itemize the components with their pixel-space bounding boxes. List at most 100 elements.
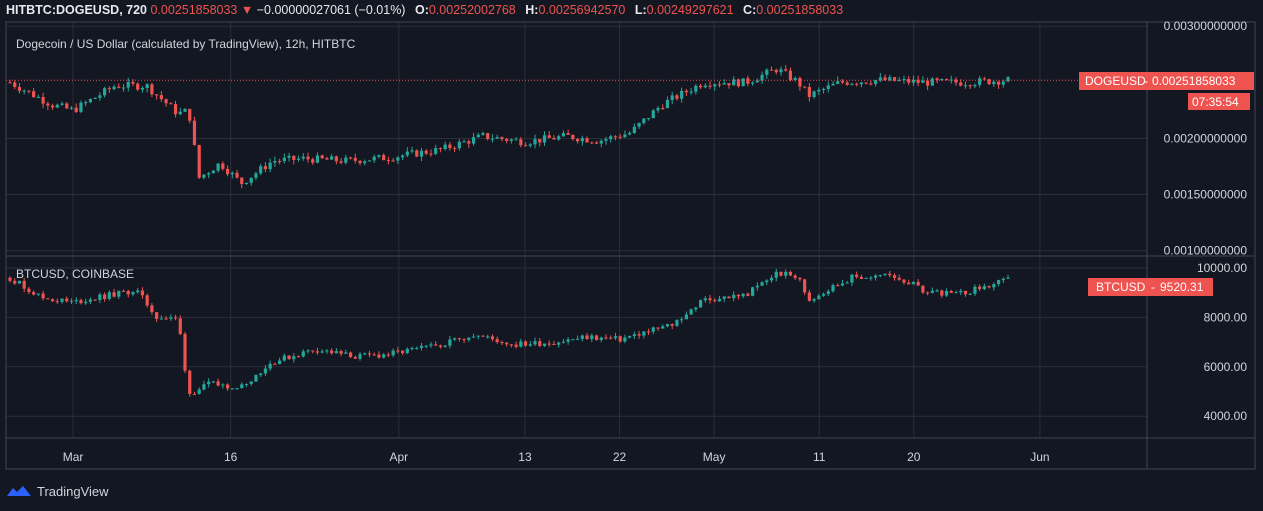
candle-body bbox=[244, 383, 249, 385]
candle-body bbox=[1001, 81, 1005, 85]
candle-body bbox=[259, 373, 263, 375]
candle-body bbox=[698, 300, 703, 308]
candle-body bbox=[755, 285, 759, 288]
candle-body bbox=[8, 82, 12, 84]
open-value: 0.00252002768 bbox=[428, 3, 516, 17]
candle-body bbox=[547, 135, 551, 139]
candle-body bbox=[689, 309, 693, 315]
candle-body bbox=[935, 290, 939, 292]
candle-body bbox=[670, 324, 674, 326]
candle-body bbox=[576, 139, 580, 142]
candle-body bbox=[519, 139, 523, 146]
candle-body bbox=[949, 291, 953, 293]
candle-body bbox=[798, 78, 802, 87]
candle-body bbox=[642, 331, 646, 336]
candle-body bbox=[585, 335, 589, 340]
candle-body bbox=[628, 336, 632, 338]
candle-body bbox=[353, 357, 357, 359]
tradingview-brand[interactable]: TradingView bbox=[6, 480, 109, 502]
candle-body bbox=[396, 350, 400, 352]
candle-body bbox=[982, 286, 986, 290]
btc-tag-label: BTCUSD bbox=[1096, 280, 1146, 294]
candle-body bbox=[599, 140, 603, 144]
candle-body bbox=[684, 314, 688, 320]
candle-body bbox=[613, 136, 618, 138]
candle-body bbox=[457, 338, 461, 340]
candle-body bbox=[907, 78, 911, 83]
candle-body bbox=[732, 294, 736, 299]
time-axis[interactable]: Mar 16 Apr 13 22 May 11 20 Jun bbox=[63, 450, 1050, 464]
candle-body bbox=[741, 293, 745, 297]
candle-body bbox=[836, 81, 840, 84]
candle-body bbox=[197, 144, 201, 178]
candle-body bbox=[216, 381, 220, 386]
time-tick-label: Jun bbox=[1030, 450, 1049, 464]
candle-body bbox=[311, 350, 315, 352]
candle-body bbox=[41, 293, 45, 299]
candle-body bbox=[453, 338, 457, 340]
doge-tag-value: 0.00251858033 bbox=[1152, 74, 1236, 88]
candle-body bbox=[741, 78, 745, 87]
candle-body bbox=[282, 157, 286, 162]
candle-body bbox=[793, 78, 797, 80]
candle-body bbox=[987, 79, 991, 85]
candle-body bbox=[708, 85, 712, 87]
candle-body bbox=[225, 384, 230, 389]
candle-body bbox=[698, 85, 703, 88]
close-label: C: bbox=[743, 3, 757, 17]
candle-body bbox=[249, 381, 253, 384]
doge-price-tag: DOGEUSD 0.00251858033 - bbox=[1079, 72, 1254, 90]
candle-body bbox=[74, 107, 78, 112]
candle-body bbox=[694, 307, 698, 310]
candle-body bbox=[1006, 277, 1010, 279]
candle-body bbox=[467, 141, 471, 144]
candle-body bbox=[618, 136, 622, 138]
candle-body bbox=[717, 84, 722, 86]
candle-body bbox=[580, 335, 584, 339]
candle-body bbox=[538, 341, 542, 346]
candle-body bbox=[533, 341, 537, 345]
candle-body bbox=[84, 301, 88, 304]
candle-body bbox=[694, 85, 698, 92]
candle-body bbox=[197, 389, 201, 394]
symbol-name[interactable]: HITBTC:DOGEUSD, 720 bbox=[6, 3, 147, 17]
candle-body bbox=[779, 271, 783, 276]
candle-body bbox=[637, 334, 641, 336]
candle-body bbox=[609, 337, 613, 339]
candle-body bbox=[888, 77, 892, 81]
candle-body bbox=[292, 356, 296, 360]
candle-body bbox=[732, 79, 736, 86]
high-value: 0.00256942570 bbox=[538, 3, 626, 17]
candle-body bbox=[268, 363, 272, 369]
candle-body bbox=[103, 88, 107, 96]
candle-body bbox=[202, 384, 206, 390]
candle-body bbox=[438, 148, 443, 150]
candle-body bbox=[240, 177, 244, 185]
candle-body bbox=[1006, 77, 1010, 82]
candle-body bbox=[628, 132, 632, 135]
candle-body bbox=[405, 151, 409, 156]
candle-body bbox=[36, 97, 40, 99]
candle-body bbox=[410, 150, 414, 152]
candle-body bbox=[680, 319, 684, 321]
candle-body bbox=[391, 350, 395, 356]
candle-body bbox=[216, 163, 220, 171]
candle-body bbox=[263, 368, 268, 374]
candle-body bbox=[840, 283, 845, 286]
candle-body bbox=[32, 292, 36, 295]
candle-body bbox=[571, 339, 575, 341]
candle-body bbox=[978, 78, 982, 85]
price-tick-label: 0.00150000000 bbox=[1164, 188, 1248, 202]
candle-body bbox=[869, 277, 873, 279]
candle-body bbox=[897, 79, 901, 81]
down-arrow-icon: ▼ bbox=[240, 3, 254, 17]
candle-body bbox=[807, 86, 811, 98]
candle-body bbox=[935, 78, 939, 81]
candle-body bbox=[98, 294, 102, 301]
candle-body bbox=[968, 293, 972, 295]
candle-body bbox=[821, 88, 826, 90]
candle-body bbox=[542, 343, 547, 346]
candle-body bbox=[774, 69, 778, 73]
candle-body bbox=[604, 337, 608, 339]
